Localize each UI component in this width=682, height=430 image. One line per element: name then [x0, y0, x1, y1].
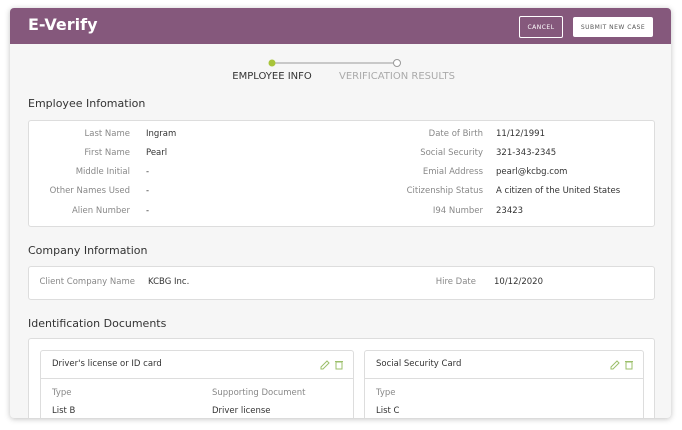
card-actions[interactable]	[319, 359, 345, 371]
cancel-button[interactable]: CANCEL	[519, 16, 563, 38]
section-title: Company Information	[28, 244, 148, 257]
main-card: E-Verify CANCEL SUBMIT NEW CASE EMPLOYEE…	[10, 8, 671, 418]
field-label: Social Security	[420, 148, 483, 158]
field-value: 23423	[496, 206, 524, 216]
document-card[interactable]: Social Security Card Type List C	[364, 350, 644, 418]
field-value: 10/12/2020	[494, 277, 543, 287]
header-bar: E-Verify CANCEL SUBMIT NEW CASE	[10, 8, 671, 44]
card-divider	[365, 378, 643, 379]
field-label: Citizenship Status	[406, 186, 483, 196]
field-label: Date of Birth	[428, 129, 483, 139]
field-label: Hire Date	[435, 277, 476, 287]
field-value: -	[146, 167, 150, 177]
card-actions[interactable]	[609, 359, 635, 371]
step-label[interactable]: EMPLOYEE INFO	[232, 71, 312, 82]
field-value: A citizen of the United States	[496, 186, 621, 196]
section-title: Identification Documents	[28, 317, 167, 330]
field-label: Middle Initial	[75, 167, 130, 177]
section-title: Employee Infomation	[28, 97, 146, 110]
field-label: Emial Address	[422, 167, 483, 177]
submit-button[interactable]: SUBMIT NEW CASE	[573, 17, 653, 37]
field-label: Supporting Document	[212, 388, 306, 398]
field-value: -	[146, 206, 150, 216]
field-label: Last Name	[84, 129, 130, 139]
step-label[interactable]: VERIFICATION RESULTS	[339, 71, 455, 82]
employee-box: Last Name Ingram First Name Pearl Middle Ini…	[28, 120, 655, 227]
field-value: KCBG Inc.	[148, 277, 190, 287]
field-value: 11/12/1991	[496, 129, 545, 139]
document-title: Driver's license or ID card	[52, 359, 162, 369]
field-value: List B	[52, 406, 76, 416]
field-value: Ingram	[146, 129, 177, 139]
field-label: First Name	[84, 148, 130, 158]
stepper-graphic	[268, 59, 401, 67]
field-value: Driver license	[212, 406, 271, 416]
field-label: Type	[376, 388, 396, 398]
document-card[interactable]: Driver's license or ID card Type List B Sup…	[40, 350, 354, 418]
company-box: Client Company Name KCBG Inc. Hire Date 10/…	[28, 266, 655, 300]
field-value: List C	[376, 406, 400, 416]
app-title: E-Verify	[28, 15, 98, 34]
field-value: 321-343-2345	[496, 148, 557, 158]
field-label: Client Company Name	[39, 277, 135, 287]
field-value: -	[146, 186, 150, 196]
field-label: Other Names Used	[49, 186, 130, 196]
field-label: Type	[52, 388, 72, 398]
card-divider	[41, 378, 353, 379]
field-label: I94 Number	[432, 206, 483, 216]
field-value: pearl@kcbg.com	[496, 167, 568, 177]
documents-box: Driver's license or ID card Type List B Sup…	[28, 338, 655, 418]
field-value: Pearl	[146, 148, 168, 158]
field-label: Alien Number	[71, 206, 130, 216]
document-title: Social Security Card	[376, 359, 462, 369]
